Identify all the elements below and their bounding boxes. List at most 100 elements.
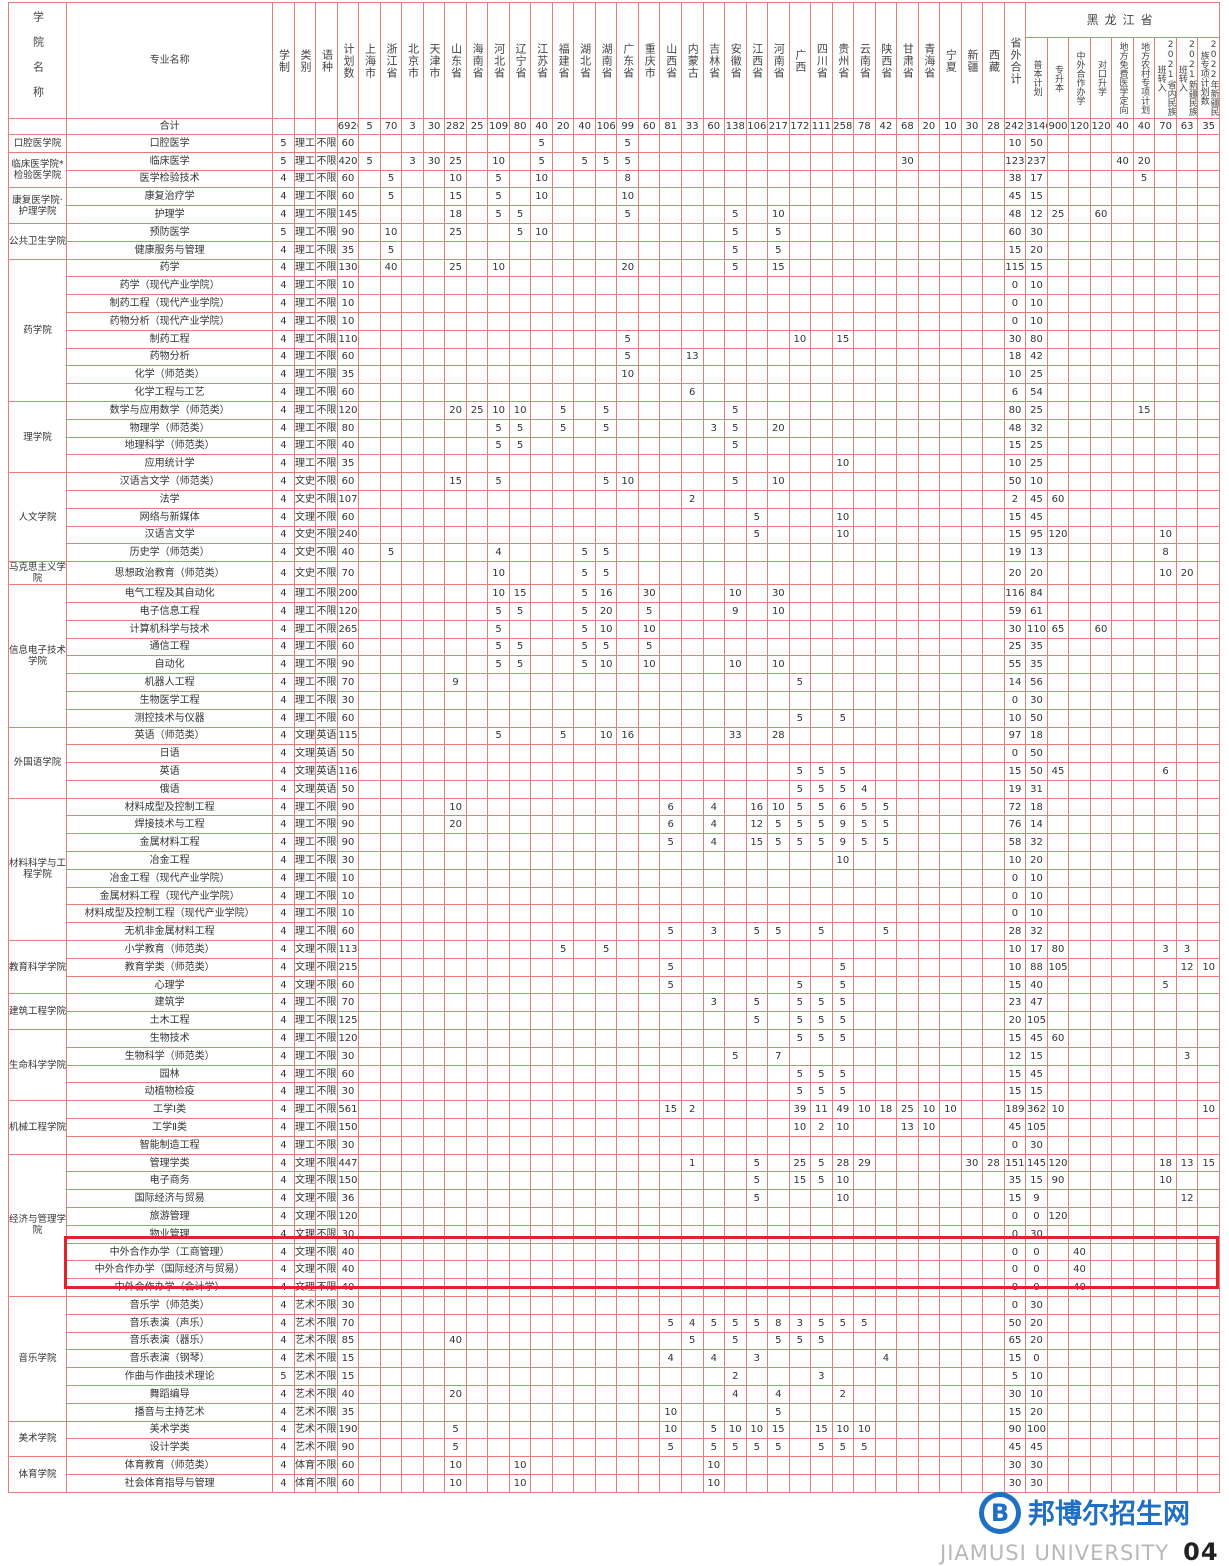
empty-cell	[1089, 1384, 1113, 1404]
cell-value: 不限	[315, 993, 338, 1013]
empty-cell	[1068, 1331, 1091, 1351]
empty-cell	[767, 637, 790, 657]
empty-cell	[594, 886, 618, 906]
empty-cell	[767, 1082, 790, 1102]
empty-cell	[853, 1011, 876, 1031]
empty-cell	[1154, 1064, 1177, 1084]
empty-cell	[1197, 1402, 1220, 1422]
empty-cell	[831, 1046, 855, 1066]
cell-value: 30	[422, 151, 446, 171]
empty-cell	[896, 726, 919, 746]
empty-cell	[917, 744, 941, 764]
cell-value: 4	[487, 543, 510, 563]
cell-value: 3	[401, 151, 424, 171]
cell-value: 不限	[315, 1313, 338, 1333]
empty-cell	[487, 1438, 510, 1458]
empty-cell	[810, 400, 833, 420]
empty-cell	[530, 1064, 553, 1084]
empty-cell	[960, 708, 984, 728]
empty-cell	[917, 1207, 941, 1226]
empty-cell	[1175, 779, 1199, 799]
empty-cell	[637, 673, 661, 692]
empty-cell	[680, 400, 704, 420]
cell-value: 5	[745, 525, 769, 545]
empty-cell	[680, 833, 704, 853]
empty-cell	[379, 1473, 403, 1493]
empty-cell	[680, 1420, 704, 1440]
major-row: 应用统计学 4 理工 不限 35 10 10 25	[9, 454, 1220, 474]
cell-value: 5	[594, 940, 618, 959]
cell-value: 不限	[315, 258, 338, 278]
empty-cell	[1089, 922, 1113, 942]
empty-cell	[379, 673, 403, 692]
cell-value: 5	[788, 833, 812, 853]
cell-value: 10	[1003, 957, 1027, 977]
cell-value: 理工	[293, 311, 317, 331]
empty-cell	[745, 744, 769, 764]
cell-value: 40	[336, 543, 360, 563]
cell-value: 文理	[293, 940, 317, 959]
cell-value: 不限	[315, 1384, 338, 1404]
cell-value: 50	[1025, 744, 1048, 764]
empty-cell	[422, 726, 446, 746]
cell-value: 45	[1025, 1064, 1048, 1084]
empty-cell	[401, 1100, 424, 1120]
cell-value: 6	[831, 797, 855, 817]
empty-cell	[1046, 673, 1070, 692]
empty-cell	[573, 294, 596, 313]
empty-cell	[1068, 1384, 1091, 1404]
cell-value: 文史	[293, 489, 317, 509]
empty-cell	[659, 1135, 682, 1155]
empty-cell	[702, 1189, 726, 1209]
empty-cell	[444, 347, 467, 367]
cell-value: 5	[831, 993, 855, 1013]
empty-cell	[917, 489, 941, 509]
cell-value: 4	[272, 708, 295, 728]
empty-cell	[422, 1011, 446, 1031]
empty-cell	[960, 1011, 984, 1031]
empty-cell	[896, 187, 919, 207]
empty-cell	[1068, 400, 1091, 420]
empty-cell	[401, 1207, 424, 1226]
empty-cell	[487, 975, 510, 995]
empty-cell	[616, 1438, 639, 1458]
cell-value: 10	[1046, 1100, 1070, 1120]
empty-cell	[1089, 1456, 1113, 1475]
empty-cell	[1175, 400, 1199, 420]
cell-value: 不限	[315, 957, 338, 977]
empty-cell	[960, 1029, 984, 1048]
empty-cell	[358, 1046, 381, 1066]
cell-value: 5	[853, 815, 876, 835]
empty-cell	[853, 311, 876, 331]
cell-value: 5	[810, 779, 833, 799]
empty-cell	[379, 1438, 403, 1458]
cell-value: 4	[272, 294, 295, 313]
empty-cell	[1132, 187, 1156, 207]
empty-cell	[551, 294, 575, 313]
logo-text: 邦博尔招生网	[1028, 1498, 1190, 1530]
empty-cell	[896, 1420, 919, 1440]
column-header-text: 北京市	[406, 42, 420, 79]
empty-cell	[767, 1189, 790, 1209]
cell-value: 20	[444, 1384, 467, 1404]
empty-cell	[896, 779, 919, 799]
empty-cell	[745, 1367, 769, 1386]
cell-value: 0	[1003, 744, 1027, 764]
empty-cell	[853, 619, 876, 639]
empty-cell	[358, 1367, 381, 1386]
major-row: 医学检验技术 4 理工 不限 60 5 10 5 10 8 38 17 5	[9, 169, 1220, 189]
empty-cell	[874, 151, 898, 171]
cell-value: 5	[358, 151, 381, 171]
empty-cell	[896, 1064, 919, 1084]
empty-cell	[788, 1456, 812, 1475]
column-header-text: 省外合计	[1008, 36, 1022, 85]
total-value: 10	[939, 118, 962, 135]
cell-value: 理工	[293, 1064, 317, 1084]
empty-cell	[1132, 1189, 1156, 1209]
cell-value: 40	[444, 1331, 467, 1351]
empty-cell	[917, 673, 941, 692]
empty-cell	[1068, 1118, 1091, 1137]
group-column-header: 地方农村专项计划	[1132, 37, 1156, 119]
column-header: 广东省	[616, 2, 639, 119]
empty-cell	[659, 258, 682, 278]
